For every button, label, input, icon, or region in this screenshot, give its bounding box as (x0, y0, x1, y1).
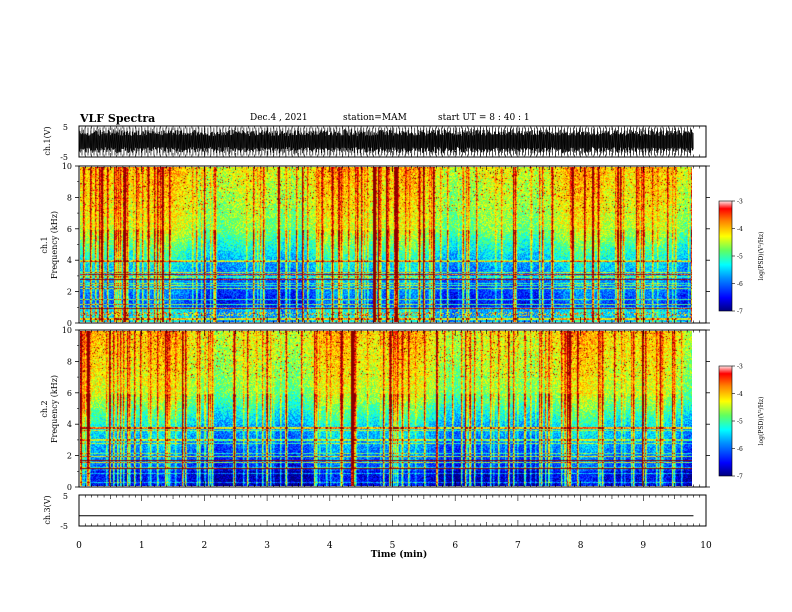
ch1-colorbar-label: log(PSD)(V²/Hz) (758, 232, 765, 281)
time-tick-label: 10 (700, 541, 712, 551)
ch3-ytick-bottom: -5 (60, 522, 68, 531)
colorbar-tick-label: -7 (737, 309, 743, 316)
time-tick-label: 3 (264, 541, 270, 551)
ch1-spectrogram-panel: 0 2 4 6 8 10 ch.1 Frequency (kHz) (40, 162, 710, 328)
ch1-colorbar: -3 -4 -5 -6 -7 log(PSD)(V²/Hz) (718, 199, 765, 316)
ch2-colorbar-ticks: -3 -4 -5 -6 -7 (732, 364, 743, 481)
ch2-spectrogram-panel: 0 2 4 6 8 10 ch.2 Frequency (kHz) (40, 326, 710, 492)
ch1-spec-ylabel-line2: Frequency (kHz) (50, 211, 59, 279)
frequency-tick-label: 2 (67, 288, 72, 297)
time-tick-label: 9 (640, 541, 646, 551)
frequency-tick-label: 6 (67, 225, 72, 234)
ch3-waveform-panel: 5 -5 ch.3(V) (43, 492, 707, 531)
time-tick-label: 2 (202, 541, 208, 551)
time-tick-label: 5 (390, 541, 396, 551)
start-time-label: start UT = 8 : 40 : 1 (438, 113, 530, 123)
frequency-tick-label: 10 (62, 326, 72, 335)
ch1-waveform-trace (78, 127, 694, 156)
time-tick-label: 4 (327, 541, 333, 551)
frequency-tick-label: 4 (67, 256, 72, 265)
colorbar-tick-label: -4 (737, 391, 743, 398)
station-label: station=MAM (343, 113, 407, 123)
chart-title: VLF Spectra (80, 112, 156, 125)
time-axis-ticks (78, 126, 707, 526)
frequency-tick-label: 6 (67, 389, 72, 398)
ch1-spectrogram-image (80, 167, 692, 322)
ch2-frequency-ticks: 0 2 4 6 8 10 (62, 326, 710, 492)
colorbar-tick-label: -6 (737, 446, 743, 453)
x-axis-label: Time (min) (371, 549, 428, 560)
ch1-colorbar-ticks: -3 -4 -5 -6 -7 (732, 199, 743, 316)
frequency-tick-label: 0 (67, 483, 72, 492)
ch1-waveform-panel: 5 -5 ch.1(V) (43, 123, 707, 162)
time-tick-label: 7 (515, 541, 521, 551)
ch2-spec-ylabel-line2: Frequency (kHz) (50, 375, 59, 443)
colorbar-tick-label: -3 (737, 199, 743, 206)
frequency-tick-label: 0 (67, 319, 72, 328)
ch2-spec-ylabel-line1: ch.2 (40, 400, 49, 417)
frequency-tick-label: 2 (67, 452, 72, 461)
ch2-spectrogram-image (80, 331, 692, 486)
ch2-colorbar-label: log(PSD)(V²/Hz) (758, 397, 765, 446)
ch1-ytick-bottom: -5 (60, 153, 68, 162)
time-tick-label: 6 (452, 541, 458, 551)
ch3-ylabel: ch.3(V) (43, 495, 52, 524)
time-tick-label: 0 (76, 541, 82, 551)
ch1-ylabel: ch.1(V) (43, 126, 52, 155)
ch2-colorbar-scale (718, 365, 733, 477)
colorbar-tick-label: -5 (737, 419, 743, 426)
ch1-spec-ylabel-line1: ch.1 (40, 236, 49, 253)
frequency-tick-label: 4 (67, 420, 72, 429)
frequency-tick-label: 10 (62, 162, 72, 171)
colorbar-tick-label: -7 (737, 474, 743, 481)
ch1-frequency-ticks: 0 2 4 6 8 10 (62, 162, 710, 328)
date-label: Dec.4 , 2021 (250, 113, 308, 123)
time-tick-label: 1 (139, 541, 145, 551)
frequency-tick-label: 8 (67, 357, 72, 366)
ch1-colorbar-scale (718, 200, 733, 312)
time-tick-label: 8 (578, 541, 584, 551)
ch2-colorbar: -3 -4 -5 -6 -7 log(PSD)(V²/Hz) (718, 364, 765, 481)
colorbar-tick-label: -6 (737, 281, 743, 288)
colorbar-tick-label: -5 (737, 254, 743, 261)
frequency-tick-label: 8 (67, 193, 72, 202)
colorbar-tick-label: -4 (737, 226, 743, 233)
colorbar-tick-label: -3 (737, 364, 743, 371)
ch3-ytick-top: 5 (63, 492, 68, 501)
time-axis-labels: 0 1 2 3 4 5 6 7 8 9 10 (76, 541, 712, 551)
ch1-ytick-top: 5 (63, 123, 68, 132)
